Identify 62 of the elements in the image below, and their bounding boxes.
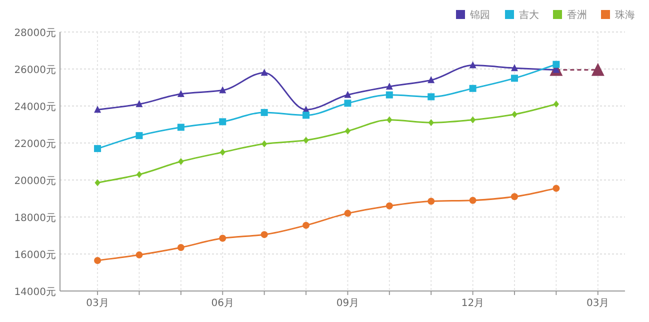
point — [428, 93, 435, 100]
point — [177, 244, 184, 252]
y-tick-label: 18000元 — [14, 213, 56, 224]
legend-label: 吉大 — [519, 9, 539, 21]
point — [136, 170, 142, 178]
point — [386, 202, 393, 210]
point — [94, 145, 102, 152]
x-tick-label: 12月 — [461, 298, 484, 309]
point — [386, 116, 392, 124]
point — [219, 86, 226, 94]
point — [260, 231, 268, 238]
point — [344, 127, 351, 134]
point — [220, 148, 226, 156]
y-tick-label: 16000元 — [14, 250, 56, 261]
point — [553, 100, 559, 108]
point — [177, 124, 184, 131]
point — [512, 110, 518, 118]
y-tick-label: 22000元 — [14, 139, 56, 150]
legend-label: 锦园 — [469, 10, 490, 21]
point — [177, 90, 184, 97]
point — [94, 179, 100, 186]
legend-label: 香洲 — [567, 9, 587, 21]
x-tick-label: 03月 — [86, 298, 109, 309]
point — [511, 74, 518, 82]
point — [303, 136, 309, 144]
point — [219, 234, 226, 242]
y-tick-label: 20000元 — [14, 176, 56, 187]
point — [469, 84, 476, 92]
point — [469, 61, 476, 68]
y-tick-label: 26000元 — [14, 65, 56, 76]
point — [94, 106, 102, 113]
point — [511, 64, 518, 72]
point — [94, 256, 102, 264]
point — [344, 100, 352, 107]
legend-label: 珠海 — [615, 9, 635, 21]
point — [262, 140, 268, 148]
point — [344, 90, 352, 98]
point — [386, 91, 393, 98]
point — [178, 158, 184, 165]
point — [260, 68, 268, 76]
y-tick-label: 28000元 — [14, 28, 56, 39]
y-tick-label: 24000元 — [14, 102, 56, 113]
point — [428, 198, 435, 205]
point — [469, 196, 476, 204]
point — [428, 119, 434, 126]
y-tick-label: 14000元 — [14, 287, 56, 298]
x-tick-label: 06月 — [211, 298, 234, 309]
point — [470, 116, 476, 124]
point — [219, 118, 226, 126]
point — [386, 82, 393, 90]
x-tick-label: 09月 — [336, 298, 360, 309]
point — [136, 100, 143, 108]
point — [428, 76, 435, 84]
point — [344, 210, 352, 217]
point — [136, 132, 143, 140]
point — [302, 222, 310, 229]
point — [136, 251, 143, 258]
point — [260, 108, 268, 116]
point — [511, 193, 518, 200]
x-tick-label: 03月 — [586, 298, 610, 309]
point — [552, 184, 560, 192]
point — [302, 112, 310, 119]
